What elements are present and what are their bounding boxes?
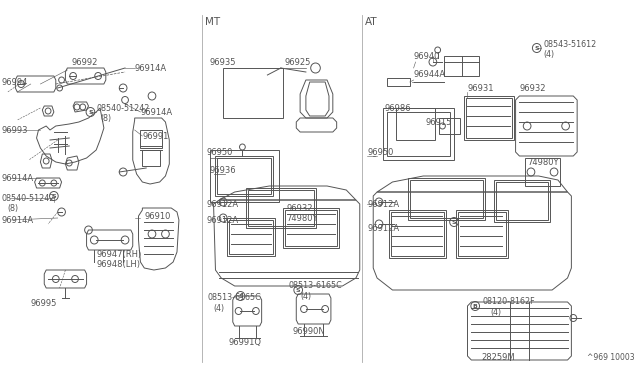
Text: (4): (4) <box>214 304 225 312</box>
Text: 96944A: 96944A <box>413 70 445 78</box>
Bar <box>223 68 283 118</box>
Text: 96914A: 96914A <box>2 173 34 183</box>
Text: 96950: 96950 <box>367 148 394 157</box>
Text: 08513-6165C: 08513-6165C <box>289 282 342 291</box>
Text: 96932: 96932 <box>287 203 313 212</box>
Text: 08543-51612: 08543-51612 <box>543 39 596 48</box>
Text: (4): (4) <box>543 49 555 58</box>
Text: 96992: 96992 <box>71 58 97 67</box>
Text: S: S <box>88 109 93 115</box>
Bar <box>456 210 508 258</box>
Text: 08540-51242: 08540-51242 <box>2 193 55 202</box>
Text: S: S <box>534 45 539 51</box>
Text: 96912A: 96912A <box>207 215 239 224</box>
Bar <box>438 118 460 134</box>
Text: S: S <box>52 193 56 199</box>
Text: 96910: 96910 <box>144 212 171 221</box>
Text: AT: AT <box>365 17 377 27</box>
Text: ^969 10003: ^969 10003 <box>587 353 634 362</box>
Text: 08540-51242: 08540-51242 <box>96 103 150 112</box>
Text: 08513-6165C: 08513-6165C <box>208 294 262 302</box>
Text: 96914A: 96914A <box>134 64 167 73</box>
Text: 96991Q: 96991Q <box>229 337 262 346</box>
Text: 96912A: 96912A <box>367 224 399 232</box>
Text: 96912A: 96912A <box>367 199 399 208</box>
Bar <box>444 56 479 76</box>
Text: 96915: 96915 <box>425 118 452 126</box>
Text: 96948(LH): 96948(LH) <box>96 260 140 269</box>
Text: (4): (4) <box>491 308 502 317</box>
Bar <box>246 188 316 228</box>
Bar <box>410 180 483 218</box>
Bar <box>142 150 159 166</box>
Text: S: S <box>452 219 456 224</box>
Text: (4): (4) <box>300 292 311 301</box>
Bar <box>248 190 314 226</box>
Bar <box>387 112 450 156</box>
Text: (8): (8) <box>100 113 111 122</box>
Bar <box>383 108 454 160</box>
Bar <box>227 218 275 256</box>
Bar <box>495 180 550 222</box>
Text: 96991: 96991 <box>142 131 169 141</box>
Text: 96986: 96986 <box>385 103 412 112</box>
Bar <box>387 78 410 86</box>
Text: 96914A: 96914A <box>140 108 173 116</box>
Bar <box>218 158 271 194</box>
Text: 28259M: 28259M <box>481 353 515 362</box>
Bar <box>465 98 512 138</box>
Bar <box>283 208 339 248</box>
Text: 96995: 96995 <box>31 299 57 308</box>
Text: 96993: 96993 <box>2 125 28 135</box>
Text: 08120-8162F: 08120-8162F <box>483 298 536 307</box>
Text: 96912A: 96912A <box>207 199 239 208</box>
Bar <box>210 150 279 202</box>
Bar <box>463 96 514 140</box>
Text: 96990N: 96990N <box>292 327 325 337</box>
Bar <box>497 182 548 220</box>
Bar <box>396 108 435 140</box>
Text: 74980Y: 74980Y <box>527 157 559 167</box>
Bar <box>216 156 273 196</box>
Bar <box>408 178 485 220</box>
Text: 96914A: 96914A <box>2 215 34 224</box>
Bar <box>140 130 162 148</box>
Bar <box>285 210 337 246</box>
Text: MT: MT <box>205 17 220 27</box>
Text: S: S <box>238 294 243 298</box>
Bar <box>525 158 560 186</box>
Bar <box>388 210 446 258</box>
Text: 96994: 96994 <box>2 77 28 87</box>
Text: 74980Y: 74980Y <box>287 214 318 222</box>
Bar <box>390 212 444 256</box>
Text: 96947(RH): 96947(RH) <box>96 250 141 259</box>
Text: S: S <box>296 288 301 292</box>
Text: 96932: 96932 <box>520 83 546 93</box>
Text: 96940: 96940 <box>413 51 440 61</box>
Text: 96925: 96925 <box>285 58 311 67</box>
Text: 96950: 96950 <box>207 148 233 157</box>
Text: 96935: 96935 <box>210 58 236 67</box>
Text: 96931: 96931 <box>467 83 494 93</box>
Bar <box>229 220 273 254</box>
Text: B: B <box>473 304 477 308</box>
Text: (8): (8) <box>8 203 19 212</box>
Bar <box>458 212 506 256</box>
Text: 96936: 96936 <box>210 166 236 174</box>
